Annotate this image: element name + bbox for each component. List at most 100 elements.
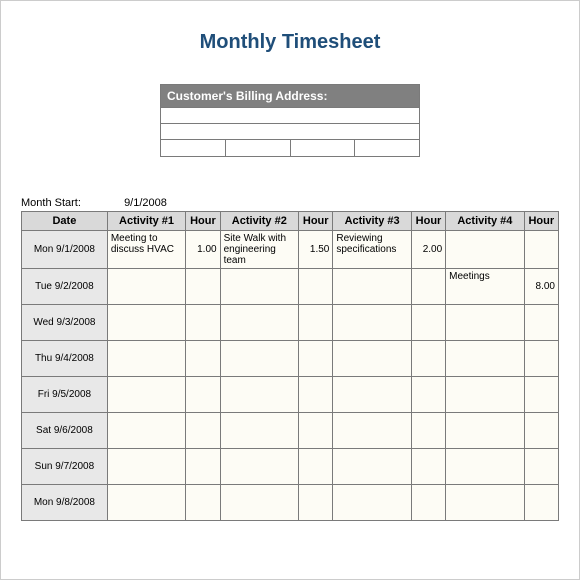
activity-cell <box>446 449 524 485</box>
timesheet-table: Date Activity #1 Hour Activity #2 Hour A… <box>21 211 559 521</box>
activity-cell <box>446 305 524 341</box>
activity-cell <box>220 269 298 305</box>
hour-cell <box>299 449 333 485</box>
activity-cell <box>220 449 298 485</box>
hour-cell <box>524 449 558 485</box>
activity-cell <box>220 377 298 413</box>
billing-row-1 <box>161 108 419 124</box>
activity-cell <box>446 341 524 377</box>
page-title: Monthly Timesheet <box>21 31 559 54</box>
date-cell: Sun 9/7/2008 <box>22 449 108 485</box>
activity-cell <box>107 413 185 449</box>
table-row: Wed 9/3/2008 <box>22 305 559 341</box>
activity-cell <box>446 231 524 269</box>
hour-cell <box>299 377 333 413</box>
activity-cell <box>446 485 524 521</box>
billing-header: Customer's Billing Address: <box>161 85 419 108</box>
date-cell: Sat 9/6/2008 <box>22 413 108 449</box>
date-cell: Mon 9/1/2008 <box>22 231 108 269</box>
activity-cell: Meeting to discuss HVAC <box>107 231 185 269</box>
date-cell: Mon 9/8/2008 <box>22 485 108 521</box>
hour-cell: 2.00 <box>411 231 445 269</box>
date-cell: Tue 9/2/2008 <box>22 269 108 305</box>
hour-cell <box>299 269 333 305</box>
hour-cell <box>299 485 333 521</box>
billing-row-2 <box>161 124 419 140</box>
col-activity-2: Activity #2 <box>220 212 298 231</box>
hour-cell <box>411 449 445 485</box>
activity-cell <box>333 449 411 485</box>
month-start: Month Start: 9/1/2008 <box>21 197 559 209</box>
activity-cell <box>333 377 411 413</box>
hour-cell <box>299 305 333 341</box>
hour-cell <box>299 413 333 449</box>
activity-cell <box>333 305 411 341</box>
hour-cell <box>299 341 333 377</box>
hour-cell <box>524 305 558 341</box>
activity-cell <box>446 377 524 413</box>
col-hour-4: Hour <box>524 212 558 231</box>
hour-cell: 8.00 <box>524 269 558 305</box>
activity-cell: Site Walk with engineering team <box>220 231 298 269</box>
month-start-value: 9/1/2008 <box>124 197 167 209</box>
activity-cell <box>107 305 185 341</box>
hour-cell <box>186 341 220 377</box>
hour-cell <box>524 413 558 449</box>
hour-cell <box>186 269 220 305</box>
billing-row-3 <box>161 140 419 156</box>
table-row: Sun 9/7/2008 <box>22 449 559 485</box>
table-row: Sat 9/6/2008 <box>22 413 559 449</box>
hour-cell <box>186 485 220 521</box>
col-hour-1: Hour <box>186 212 220 231</box>
table-row: Mon 9/1/2008Meeting to discuss HVAC1.00S… <box>22 231 559 269</box>
col-hour-3: Hour <box>411 212 445 231</box>
table-row: Fri 9/5/2008 <box>22 377 559 413</box>
hour-cell <box>524 485 558 521</box>
hour-cell <box>411 269 445 305</box>
activity-cell <box>220 305 298 341</box>
col-activity-1: Activity #1 <box>107 212 185 231</box>
col-date: Date <box>22 212 108 231</box>
activity-cell <box>220 413 298 449</box>
table-row: Mon 9/8/2008 <box>22 485 559 521</box>
activity-cell <box>333 485 411 521</box>
header-row: Date Activity #1 Hour Activity #2 Hour A… <box>22 212 559 231</box>
hour-cell <box>411 377 445 413</box>
hour-cell <box>186 413 220 449</box>
hour-cell <box>411 485 445 521</box>
hour-cell <box>411 305 445 341</box>
activity-cell <box>333 269 411 305</box>
hour-cell <box>186 305 220 341</box>
activity-cell <box>446 413 524 449</box>
activity-cell <box>107 377 185 413</box>
billing-address-box: Customer's Billing Address: <box>160 84 420 157</box>
col-activity-4: Activity #4 <box>446 212 524 231</box>
hour-cell <box>524 341 558 377</box>
hour-cell <box>186 449 220 485</box>
activity-cell <box>220 485 298 521</box>
activity-cell <box>107 485 185 521</box>
activity-cell <box>107 269 185 305</box>
col-hour-2: Hour <box>299 212 333 231</box>
activity-cell: Meetings <box>446 269 524 305</box>
hour-cell <box>524 377 558 413</box>
hour-cell: 1.00 <box>186 231 220 269</box>
activity-cell <box>220 341 298 377</box>
activity-cell <box>333 341 411 377</box>
hour-cell <box>411 413 445 449</box>
date-cell: Thu 9/4/2008 <box>22 341 108 377</box>
table-row: Tue 9/2/2008 Meetings8.00 <box>22 269 559 305</box>
activity-cell <box>333 413 411 449</box>
table-row: Thu 9/4/2008 <box>22 341 559 377</box>
date-cell: Wed 9/3/2008 <box>22 305 108 341</box>
hour-cell <box>524 231 558 269</box>
activity-cell <box>107 449 185 485</box>
date-cell: Fri 9/5/2008 <box>22 377 108 413</box>
hour-cell <box>411 341 445 377</box>
hour-cell <box>186 377 220 413</box>
activity-cell <box>107 341 185 377</box>
activity-cell: Reviewing specifications <box>333 231 411 269</box>
page: Monthly Timesheet Customer's Billing Add… <box>0 0 580 580</box>
col-activity-3: Activity #3 <box>333 212 411 231</box>
month-start-label: Month Start: <box>21 197 121 209</box>
